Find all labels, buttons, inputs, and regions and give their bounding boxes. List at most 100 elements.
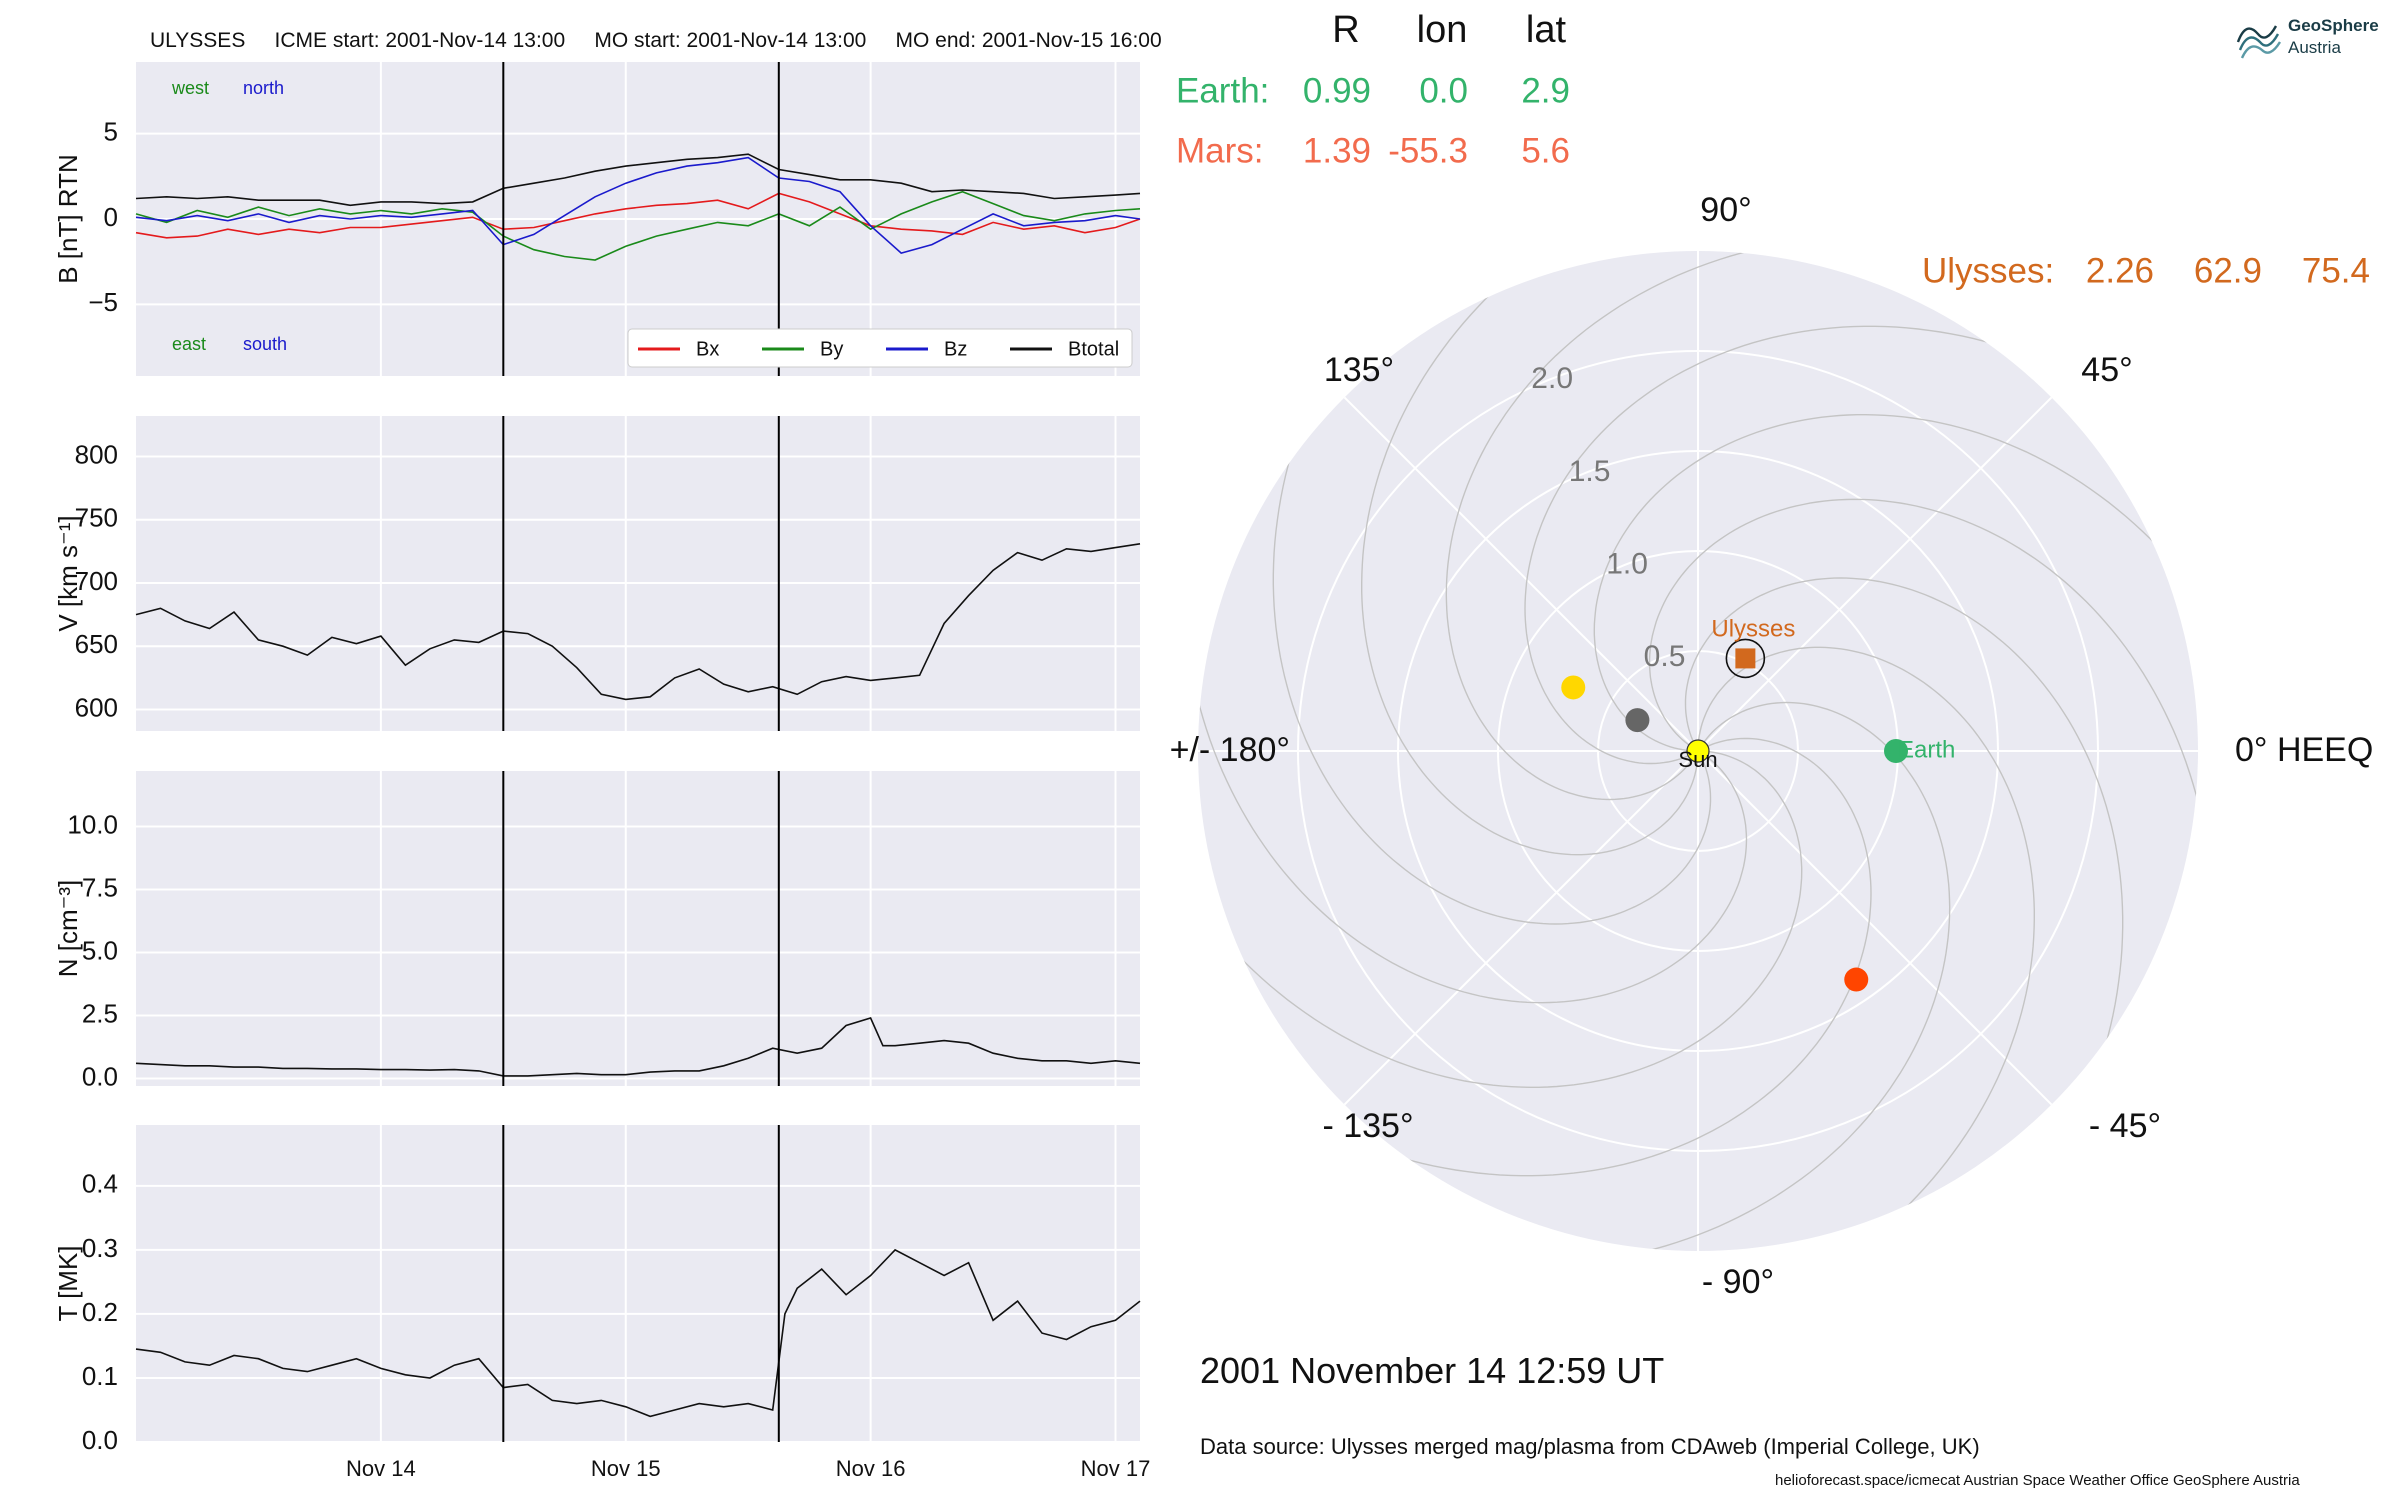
y-tick-label: 2.5 bbox=[82, 998, 118, 1028]
y-axis-label: V [km s⁻¹] bbox=[53, 515, 83, 631]
direction-annotation-north: north bbox=[243, 78, 284, 98]
spiral-line bbox=[1593, 414, 2184, 752]
y-tick-label: 0 bbox=[104, 202, 118, 232]
footer-credits: helioforecast.space/icmecat Austrian Spa… bbox=[1775, 1472, 2300, 1489]
spiral-line bbox=[1212, 750, 1803, 1089]
series-btotal bbox=[135, 153, 1141, 207]
spiral-line bbox=[1366, 737, 1872, 1177]
ulysses-marker bbox=[1735, 648, 1756, 669]
geosphere-logo-mark-icon bbox=[2236, 25, 2282, 59]
y-tick-label: 800 bbox=[75, 439, 118, 469]
plot-background bbox=[136, 416, 1140, 731]
b-field-panel: 5 0 −5B [nT] RTN west north east south Bx By Bz Bt… bbox=[53, 62, 1141, 376]
y-tick-label: 0.3 bbox=[82, 1233, 118, 1263]
table-cell-lon: 0.0 bbox=[1419, 71, 1468, 110]
angular-gridline bbox=[1343, 750, 1699, 1106]
angle-label: 135° bbox=[1324, 351, 1394, 389]
y-axis-label: N [cm⁻³] bbox=[53, 880, 83, 978]
legend-label: By bbox=[820, 338, 843, 360]
table-row-name: Earth: bbox=[1176, 71, 1269, 110]
table-row-name: Mars: bbox=[1176, 131, 1264, 170]
y-tick-label: 650 bbox=[75, 629, 118, 659]
series-bx bbox=[135, 192, 1141, 239]
data-source: Data source: Ulysses merged mag/plasma f… bbox=[1200, 1434, 1980, 1459]
table-cell-lon: -55.3 bbox=[1388, 131, 1468, 170]
series-by bbox=[135, 190, 1141, 261]
spiral-line bbox=[1524, 325, 2030, 765]
x-tick-label: Nov 16 bbox=[836, 1456, 906, 1481]
logo-text-line1: GeoSphere bbox=[2288, 16, 2379, 35]
table-cell-lat: 2.9 bbox=[1521, 71, 1570, 110]
angle-label: - 45° bbox=[2089, 1107, 2161, 1145]
plot-background bbox=[136, 1125, 1140, 1442]
radial-tick-label: 1.0 bbox=[1606, 547, 1648, 580]
x-tick-label: Nov 14 bbox=[346, 1456, 416, 1481]
angle-label: 90° bbox=[1700, 191, 1751, 229]
legend: Bx By Bz Btotal bbox=[627, 328, 1133, 368]
earth-label: Earth bbox=[1898, 736, 1955, 763]
series-t bbox=[135, 1248, 1141, 1418]
density-panel: 10.0 7.5 5.0 2.5 0.0 N [cm⁻³] bbox=[53, 771, 1141, 1091]
spiral-line bbox=[1648, 498, 2198, 841]
y-axis-label: B [nT] RTN bbox=[53, 154, 83, 284]
spacecraft-row-name: Ulysses: bbox=[1922, 251, 2054, 290]
spiral-line bbox=[1360, 265, 1699, 856]
unlabeled-yellow-marker bbox=[1561, 675, 1586, 700]
ulysses-ring-marker bbox=[1725, 638, 1766, 679]
earth-marker bbox=[1884, 739, 1908, 763]
spiral-line bbox=[1445, 251, 1788, 801]
spiral-line bbox=[1684, 577, 2124, 1083]
angle-label: - 135° bbox=[1322, 1107, 1413, 1145]
spiral-field-lines bbox=[1198, 251, 2198, 1251]
radial-tick-label: 2.0 bbox=[1531, 362, 1573, 395]
timestamp: 2001 November 14 12:59 UT bbox=[1200, 1350, 1665, 1391]
legend-label: Bz bbox=[944, 338, 967, 360]
icme-header: ULYSSES ICME start: 2001-Nov-14 13:00 MO… bbox=[150, 29, 1162, 53]
legend-label: Bx bbox=[696, 338, 719, 360]
angle-label: 0° HEEQ bbox=[2235, 731, 2373, 769]
ulysses-label: Ulysses bbox=[1711, 615, 1795, 642]
plot-background bbox=[136, 771, 1140, 1086]
spacecraft-name: ULYSSES bbox=[150, 29, 246, 52]
y-tick-label: 5.0 bbox=[82, 935, 118, 965]
velocity-panel: 800 750 700 650 600 V [km s⁻¹] bbox=[53, 416, 1141, 731]
angular-gridline bbox=[1697, 750, 2053, 1106]
spacecraft-cell-lon: 62.9 bbox=[2194, 251, 2262, 290]
y-tick-label: 750 bbox=[75, 503, 118, 533]
temperature-panel: 0.4 0.3 0.2 0.1 0.0 Nov 14 Nov 15 Nov 16 Nov 17 T… bbox=[53, 1125, 1150, 1481]
y-tick-label: 5 bbox=[104, 117, 118, 147]
y-axis-label: T [MK] bbox=[53, 1245, 83, 1321]
angle-label: 45° bbox=[2081, 351, 2132, 389]
table-cell-r: 1.39 bbox=[1303, 131, 1371, 170]
geosphere-logo: GeoSphere Austria bbox=[2232, 12, 2392, 66]
spiral-line bbox=[1697, 646, 2036, 1237]
y-tick-label: 700 bbox=[75, 566, 118, 596]
direction-annotation-west: west bbox=[171, 78, 209, 98]
y-tick-label: 0.4 bbox=[82, 1169, 118, 1199]
mars-marker bbox=[1844, 967, 1869, 992]
mo-end-label: MO end: 2001-Nov-15 16:00 bbox=[895, 29, 1162, 52]
mo-start-label: MO start: 2001-Nov-14 13:00 bbox=[594, 29, 867, 52]
sun-marker bbox=[1686, 739, 1710, 763]
logo-text-line2: Austria bbox=[2288, 38, 2341, 57]
direction-annotation-south: south bbox=[243, 334, 287, 354]
y-tick-label: 10.0 bbox=[67, 809, 118, 839]
y-tick-label: 7.5 bbox=[82, 872, 118, 902]
y-tick-label: 0.0 bbox=[82, 1061, 118, 1091]
y-tick-label: 0.1 bbox=[82, 1361, 118, 1391]
spacecraft-cell-lat: 75.4 bbox=[2302, 251, 2370, 290]
spiral-line bbox=[1198, 661, 1748, 1004]
series-v bbox=[135, 543, 1141, 701]
spiral-line bbox=[1608, 701, 1951, 1251]
icme-start-label: ICME start: 2001-Nov-14 13:00 bbox=[274, 29, 566, 52]
direction-annotation-east: east bbox=[172, 334, 206, 354]
x-tick-label: Nov 15 bbox=[591, 1456, 661, 1481]
x-tick-label: Nov 17 bbox=[1081, 1456, 1151, 1481]
series-n bbox=[135, 1017, 1141, 1077]
y-tick-label: 0.0 bbox=[82, 1425, 118, 1455]
table-cell-r: 0.99 bbox=[1303, 71, 1371, 110]
table-cell-lat: 5.6 bbox=[1521, 131, 1570, 170]
legend-label: Btotal bbox=[1068, 338, 1119, 360]
